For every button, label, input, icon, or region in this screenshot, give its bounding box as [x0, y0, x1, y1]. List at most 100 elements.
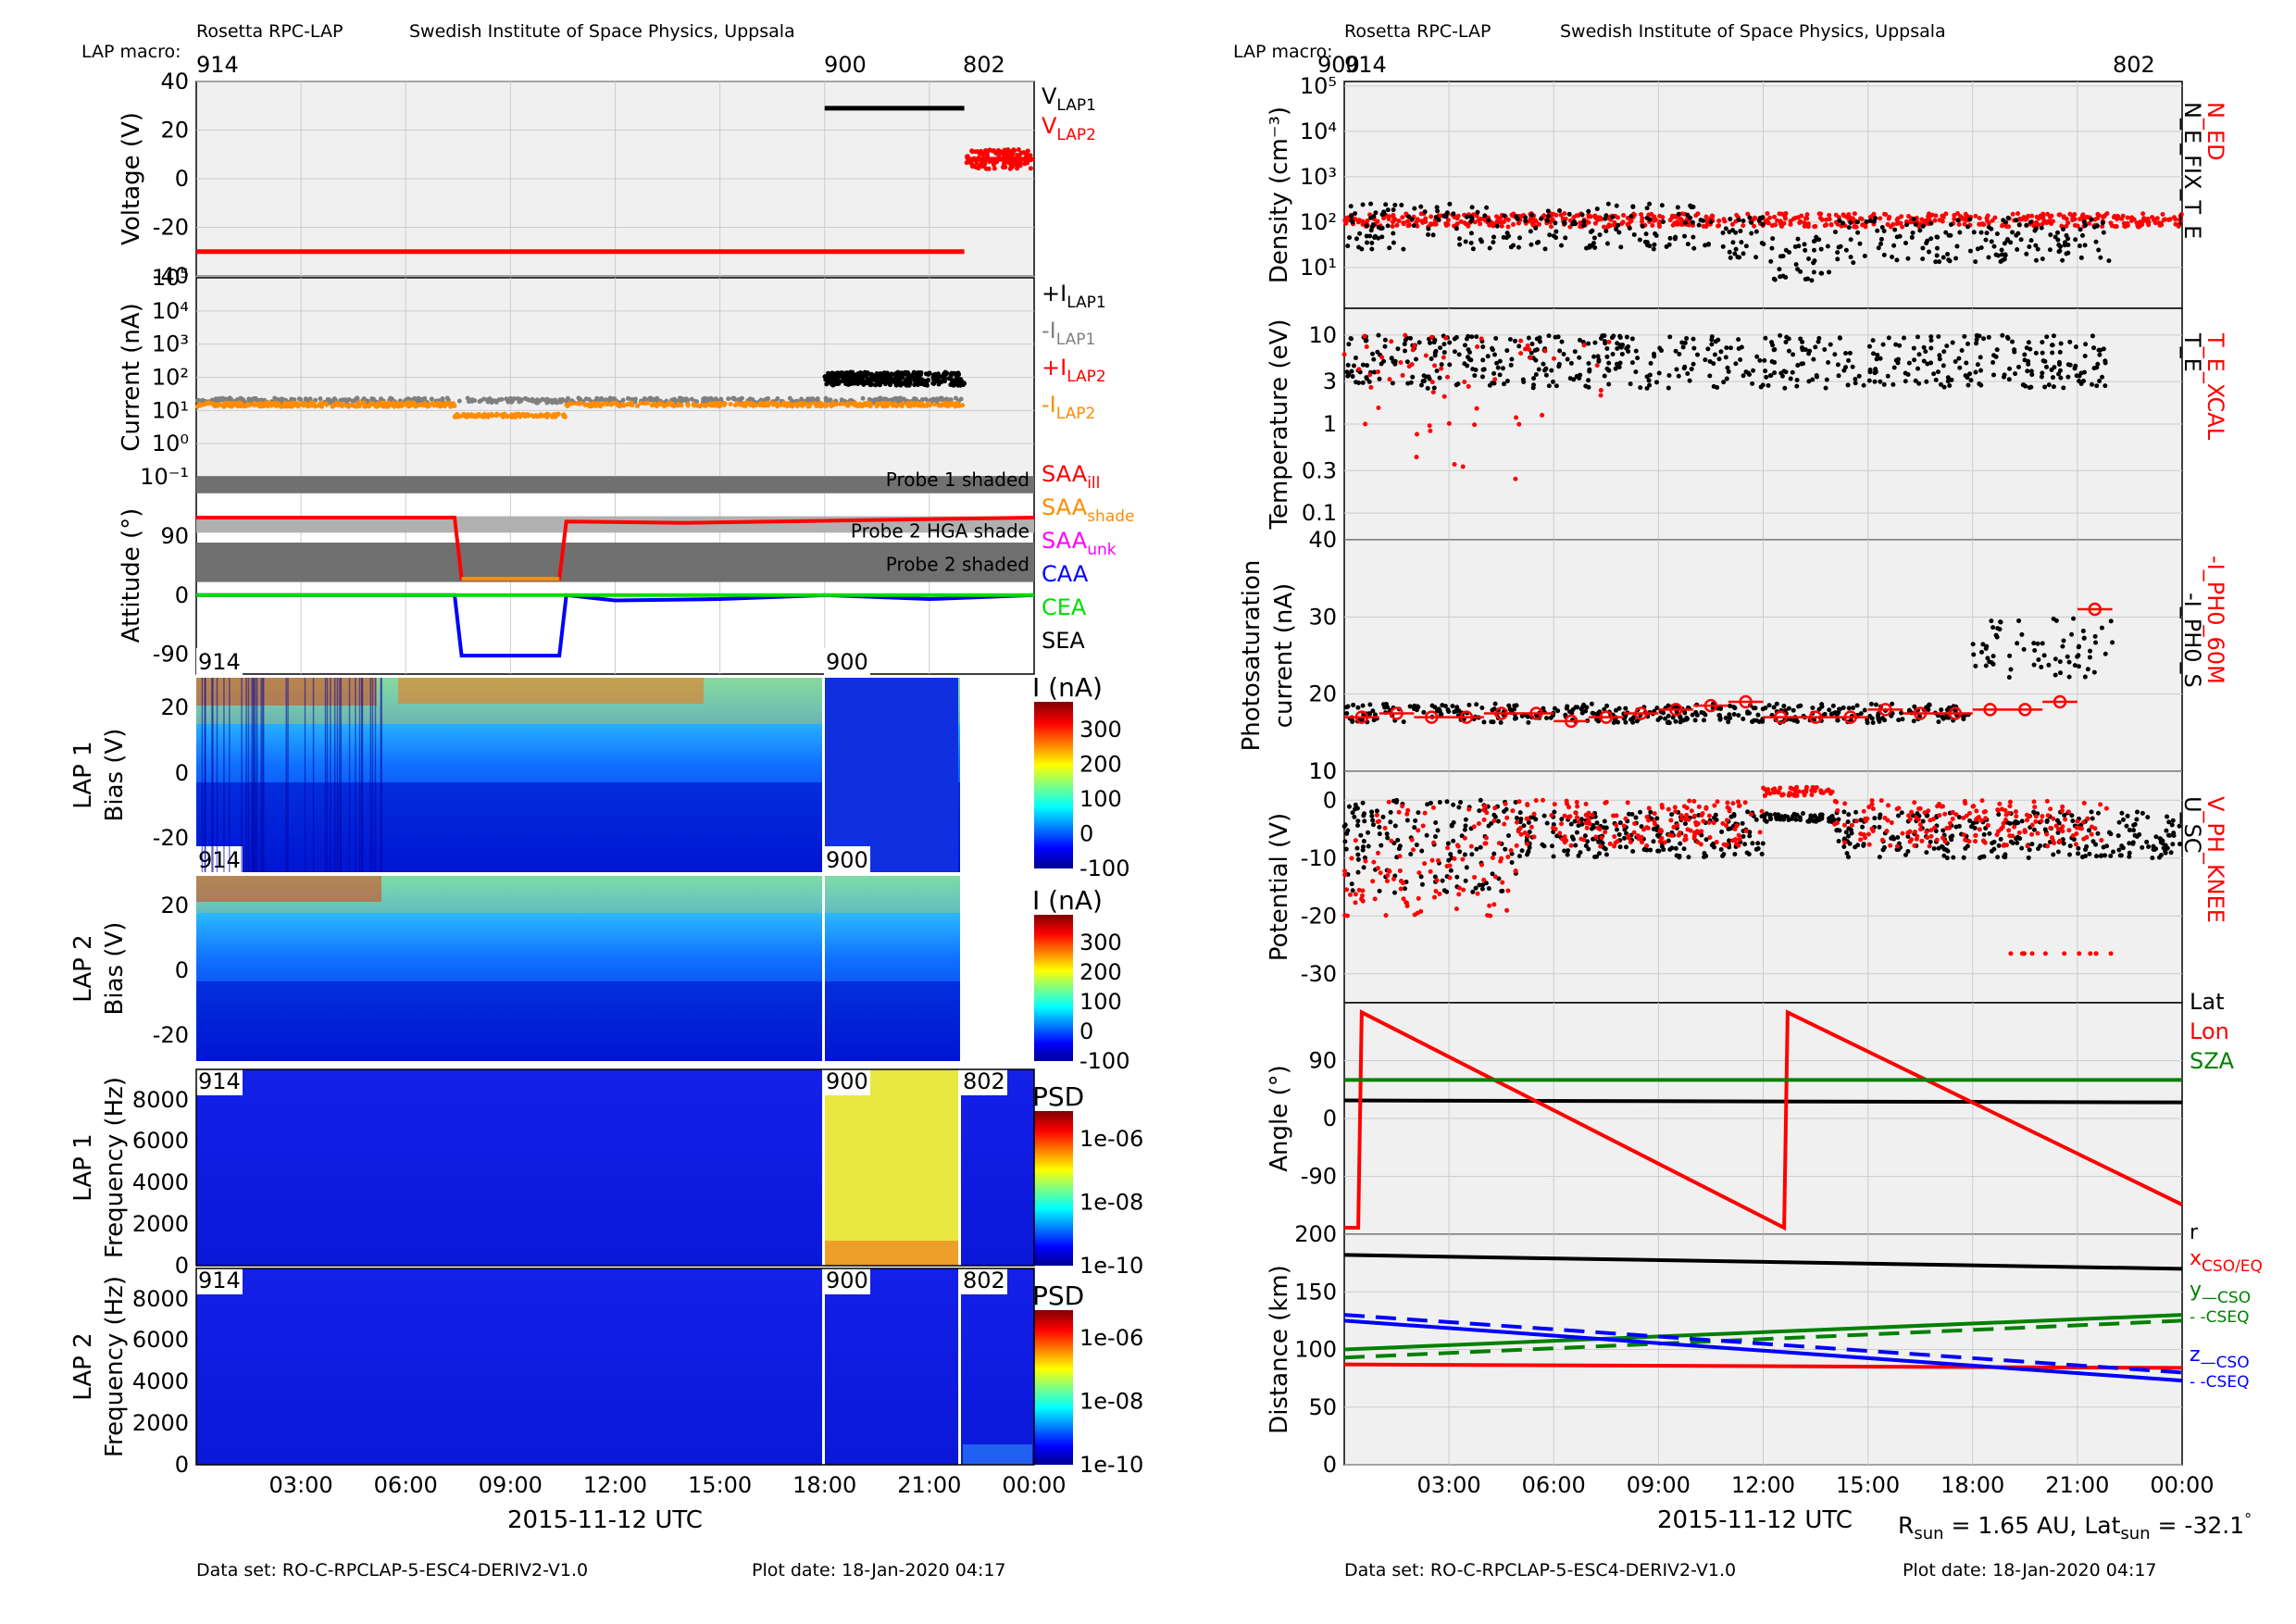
potential-point [1524, 852, 1529, 857]
density-point [1487, 245, 1492, 251]
potential-point [1408, 852, 1414, 857]
temperature-point [1628, 381, 1633, 387]
density-point [2125, 215, 2130, 220]
temperature-point [1615, 345, 1620, 351]
potential-point [1458, 799, 1464, 805]
photosat-point [1876, 713, 1881, 718]
current-point [536, 413, 542, 418]
density-point [1486, 218, 1491, 223]
potential-point [1349, 881, 1354, 887]
temperature-point [1705, 346, 1711, 352]
current-point [859, 376, 865, 381]
temperature-label-te: T_E [2179, 332, 2205, 372]
lap1_freq-ytick: 2000 [132, 1211, 189, 1237]
potential-point [2163, 848, 2168, 854]
temperature-point [2057, 349, 2063, 355]
potential-point [1842, 801, 1848, 806]
temperature-point [1945, 375, 1951, 381]
potential-point [2029, 951, 2035, 956]
potential-point [1514, 843, 1519, 848]
lap2_bias-ylabel-2: Bias (V) [101, 922, 129, 1016]
current-point [652, 401, 657, 406]
current-point [685, 403, 691, 408]
temperature-black [1344, 332, 2108, 391]
temperature-point [1591, 354, 1597, 359]
temperature-point [1638, 385, 1643, 391]
temperature-point [1921, 358, 1927, 364]
photosat-point [1791, 707, 1796, 713]
density-point [1560, 216, 1566, 221]
current-point [361, 400, 367, 406]
density-point [1727, 249, 1732, 255]
density-point [1749, 219, 1754, 225]
potential-point [2066, 852, 2072, 857]
photosat-point [1666, 713, 1671, 718]
current-point [751, 401, 756, 406]
lap1_bias-cbar-label: I (nA) [1032, 672, 1103, 703]
photosat-point [1623, 719, 1628, 725]
potential-point [2008, 951, 2014, 956]
temperature-point [1716, 337, 1721, 343]
temperature-point [1891, 365, 1897, 370]
potential-point [1602, 818, 1607, 824]
potential-point [1477, 808, 1482, 814]
temperature-point [1763, 369, 1768, 374]
potential-point [1848, 828, 1853, 833]
temperature-point [1427, 423, 1432, 429]
potential-point [1582, 833, 1588, 839]
density-point [1426, 231, 1431, 237]
current-point [683, 396, 689, 402]
potential-point [1391, 890, 1397, 895]
density-point [2045, 211, 2051, 217]
voltage-point [986, 166, 992, 171]
potential-point [2087, 851, 2092, 856]
temperature-point [1362, 333, 1367, 339]
density-point [1862, 253, 1867, 258]
temperature-point [1978, 368, 1984, 373]
temperature-point [1646, 378, 1652, 383]
density-point [1937, 259, 1942, 265]
density-point [1586, 214, 1591, 219]
current-point [921, 381, 927, 387]
temperature-point [2097, 352, 2103, 357]
temperature-point [1861, 382, 1866, 388]
temperature-point [1561, 352, 1566, 357]
potential-point [1377, 888, 1382, 893]
potential-point [1470, 889, 1476, 894]
photosat-point [2015, 641, 2020, 646]
lap1_freq-cbar-tick: 1e-08 [1079, 1190, 1143, 1216]
potential-point [1651, 839, 1656, 844]
density-point [1917, 228, 1923, 233]
density-point [1376, 235, 1381, 241]
temperature-point [1981, 336, 1987, 342]
current-point [288, 404, 293, 409]
temperature-point [1689, 367, 1694, 372]
temperature-point [1507, 336, 1513, 342]
potential-point [1762, 818, 1767, 823]
potential-point [2116, 819, 2122, 825]
temperature-point [1543, 372, 1549, 378]
voltage-point [981, 164, 987, 169]
potential-point [1790, 814, 1795, 819]
density-point [1472, 219, 1478, 225]
current-point [877, 382, 882, 388]
attitude-legend-item: CAA [1042, 561, 1089, 587]
temperature-point [1709, 334, 1715, 340]
photosat-point [1819, 702, 1825, 707]
potential-point [1691, 798, 1697, 804]
density-point [1468, 231, 1474, 236]
potential-point [1464, 865, 1469, 870]
density-point [1499, 223, 1504, 229]
temperature-point [1771, 347, 1777, 353]
photosat-point [1411, 706, 1416, 711]
density-point [1528, 229, 1533, 234]
photosat-point [1810, 706, 1816, 711]
density-point [1778, 221, 1783, 227]
potential-point [1430, 805, 1436, 810]
density-point [1848, 255, 1853, 260]
current-point [411, 402, 417, 407]
right-macro-914: 914 [1344, 52, 1387, 78]
density-point [1510, 213, 1516, 219]
density-point [1989, 239, 1994, 244]
current-point [320, 400, 326, 406]
